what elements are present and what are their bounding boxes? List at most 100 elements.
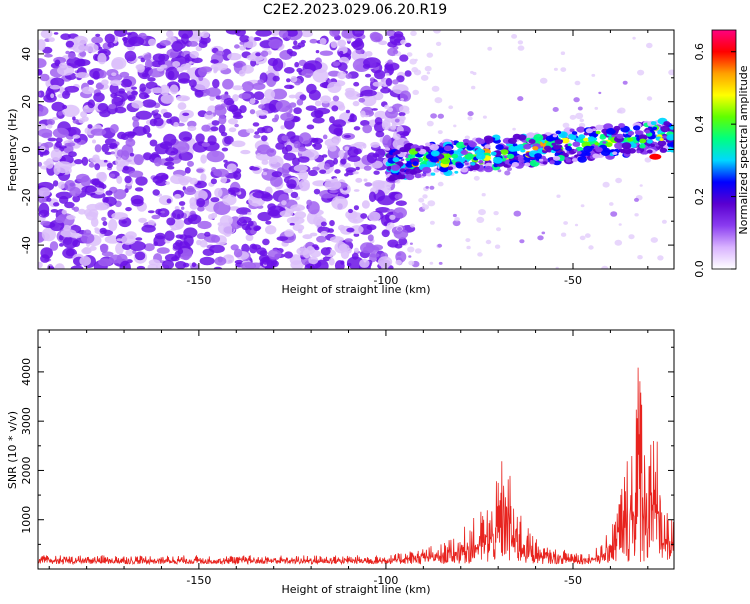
spectrogram-cell xyxy=(573,97,580,103)
spectrogram-cell xyxy=(614,239,623,246)
spectrogram-cell xyxy=(166,198,172,204)
spectrogram-cell xyxy=(42,46,53,54)
spectrogram-cell xyxy=(176,95,191,102)
spectrogram-cell xyxy=(284,251,293,259)
spectrogram-cell xyxy=(289,102,297,108)
spectrogram-cell xyxy=(269,30,281,36)
spectrogram-cell xyxy=(109,173,116,178)
spectrogram-cell xyxy=(178,72,190,83)
spectrogram-cell xyxy=(301,69,314,77)
spectrogram-cell xyxy=(72,42,86,53)
spectrogram-cell xyxy=(424,65,432,72)
spectrogram-cell xyxy=(579,235,586,241)
spectrogram-cell xyxy=(478,160,484,164)
spectrogram-cell xyxy=(159,40,171,46)
spectrogram-cell xyxy=(395,200,407,206)
spectrogram-cell xyxy=(232,114,244,120)
spectrogram-cell xyxy=(389,173,399,181)
spectrogram-cell xyxy=(285,144,293,152)
spectrogram-cell xyxy=(255,52,261,57)
spectrogram-cell xyxy=(72,239,81,247)
spectrogram-cell xyxy=(39,200,45,204)
spectrogram-cell xyxy=(105,190,113,196)
spectrogram-cell xyxy=(553,144,561,150)
spectrogram-cell xyxy=(360,242,375,254)
spectrogram-cell xyxy=(569,114,577,120)
spectrogram-cell xyxy=(366,152,378,164)
spectrogram-cell xyxy=(189,50,200,59)
spectrogram-cell xyxy=(556,194,561,198)
spectrogram-cell xyxy=(257,127,266,134)
spectrogram-cell xyxy=(553,67,558,71)
spectrogram-cell xyxy=(57,111,63,116)
spectrogram-cell xyxy=(652,126,658,131)
spectrogram-cell xyxy=(562,122,570,128)
spectrogram-cell xyxy=(68,151,77,158)
spectrogram-cell xyxy=(143,54,152,61)
spectrogram-cell xyxy=(214,256,227,266)
spectrogram-cell xyxy=(199,256,215,266)
spectrogram-cell xyxy=(58,234,64,241)
spectrogram-cell xyxy=(212,78,220,89)
spectrogram-cell xyxy=(398,174,406,180)
spectrogram-cell xyxy=(78,118,86,124)
spectrogram-cell xyxy=(646,149,653,154)
spectrogram-cell xyxy=(616,133,624,139)
spectrogram-cell xyxy=(236,207,251,215)
spectrogram-cell xyxy=(377,256,393,268)
spectrogram-cell xyxy=(301,30,313,38)
spectrogram-cell xyxy=(208,213,215,220)
spectrogram-cell xyxy=(430,150,440,157)
spectrogram-cell xyxy=(338,104,346,111)
spectrogram-cell xyxy=(639,138,647,144)
spectrogram-cell xyxy=(177,102,187,110)
spectrogram-cell xyxy=(121,150,130,161)
spectrogram-cell xyxy=(366,224,377,231)
spectrogram-cell xyxy=(232,94,239,102)
spectrogram-cell xyxy=(320,221,327,227)
spectrogram-cell xyxy=(600,134,605,137)
spectrogram-cell xyxy=(59,243,64,247)
spectrogram-cell xyxy=(227,52,242,61)
spectrogram-cell xyxy=(131,100,144,109)
spectrogram-cell xyxy=(67,52,76,59)
spectrogram-cell xyxy=(460,159,465,163)
spectrogram-cell xyxy=(91,36,103,44)
spectrogram-cell xyxy=(160,210,165,214)
spectrogram-cell xyxy=(198,40,208,49)
spectrogram-cell xyxy=(254,131,260,135)
spectrogram-cell xyxy=(66,57,82,69)
spectrogram-cell xyxy=(399,168,406,172)
spectrogram-cell xyxy=(347,212,365,224)
spectrogram-cell xyxy=(323,163,331,170)
spectrogram-cell xyxy=(276,236,289,242)
spectrogram-cell xyxy=(148,259,161,266)
spectrogram-cell xyxy=(322,134,328,140)
spectrogram-cell xyxy=(108,103,117,109)
spectrogram-cell xyxy=(393,207,407,219)
spectrogram-cell xyxy=(383,186,391,193)
snr-plot-frame xyxy=(37,329,675,570)
spectrogram-cell xyxy=(222,194,237,206)
spectrogram-cell xyxy=(106,162,113,169)
spectrogram-cell xyxy=(422,204,429,210)
spectrogram-cell xyxy=(268,209,280,217)
spectrogram-cell xyxy=(359,258,370,268)
spectrogram-cell xyxy=(426,52,434,58)
spectrogram-cell xyxy=(394,243,403,249)
spectrogram-cell xyxy=(490,151,497,156)
spectrogram-cell xyxy=(412,89,420,95)
spectrogram-cell xyxy=(467,111,474,117)
spectrogram-cell xyxy=(308,89,321,101)
spectrogram-cell xyxy=(319,50,334,56)
spectrogram-cell xyxy=(344,238,353,243)
spectrogram-cell xyxy=(297,156,310,163)
spectrogram-cell xyxy=(409,242,413,245)
spectrogram-cell xyxy=(153,241,158,247)
spectrogram-cell xyxy=(560,232,567,237)
spectrogram-cell xyxy=(605,142,613,148)
spectrogram-cell xyxy=(418,197,425,203)
spectrogram-cell xyxy=(591,73,596,77)
spectrogram-cell xyxy=(660,125,670,133)
spectrogram-cell xyxy=(396,252,402,256)
